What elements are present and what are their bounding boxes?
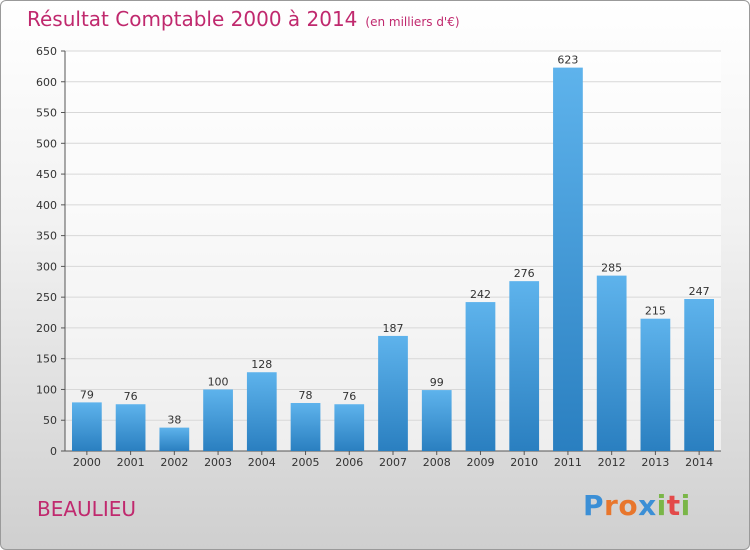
x-tick-label: 2004: [248, 456, 276, 469]
x-tick-label: 2001: [117, 456, 145, 469]
x-tick-label: 2008: [423, 456, 451, 469]
y-tick-label: 450: [36, 168, 57, 181]
y-tick-label: 100: [36, 383, 57, 396]
bar: [334, 404, 365, 451]
y-tick-label: 650: [36, 45, 57, 58]
y-tick-label: 150: [36, 353, 57, 366]
bar: [115, 404, 146, 451]
x-tick-label: 2006: [335, 456, 363, 469]
y-tick-label: 400: [36, 199, 57, 212]
data-label: 215: [645, 305, 666, 318]
logo-letter: P: [583, 489, 605, 522]
bar: [159, 427, 190, 451]
logo-letter: r: [604, 489, 619, 522]
x-tick-label: 2009: [466, 456, 494, 469]
bar: [596, 275, 627, 451]
bar: [421, 390, 452, 451]
data-label: 623: [557, 54, 578, 67]
logo-letter: i: [680, 489, 691, 522]
x-tick-label: 2014: [685, 456, 713, 469]
x-tick-label: 2011: [554, 456, 582, 469]
y-tick-label: 0: [50, 445, 57, 458]
bar: [684, 299, 715, 451]
bar: [465, 302, 496, 451]
y-tick-label: 300: [36, 260, 57, 273]
bar: [509, 281, 540, 451]
commune-name: BEAULIEU: [37, 497, 136, 521]
data-label: 99: [430, 376, 444, 389]
data-label: 276: [514, 267, 535, 280]
data-label: 242: [470, 288, 491, 301]
data-label: 76: [124, 390, 138, 403]
bar: [246, 372, 277, 451]
proxiti-logo: Proxiti: [583, 489, 691, 522]
data-label: 78: [299, 389, 313, 402]
x-tick-label: 2012: [598, 456, 626, 469]
logo-letter: o: [618, 489, 639, 522]
x-tick-label: 2010: [510, 456, 538, 469]
x-tick-label: 2002: [160, 456, 188, 469]
x-tick-label: 2007: [379, 456, 407, 469]
bar: [203, 389, 233, 451]
x-tick-label: 2005: [292, 456, 320, 469]
x-tick-label: 2003: [204, 456, 232, 469]
chart-title-text: Résultat Comptable 2000 à 2014: [27, 7, 358, 31]
data-label: 79: [80, 388, 94, 401]
x-tick-label: 2013: [641, 456, 669, 469]
y-tick-label: 550: [36, 107, 57, 120]
y-tick-label: 250: [36, 291, 57, 304]
logo-letter: i: [656, 489, 667, 522]
bar: [378, 335, 408, 451]
y-tick-label: 350: [36, 230, 57, 243]
data-label: 100: [208, 375, 229, 388]
bar: [553, 67, 583, 451]
logo-letter: t: [666, 489, 681, 522]
chart-subtitle: (en milliers d'€): [365, 15, 460, 29]
x-tick-label: 2000: [73, 456, 101, 469]
bar: [71, 402, 102, 451]
bar: [290, 403, 321, 451]
data-label: 187: [383, 322, 404, 335]
logo-letter: x: [638, 489, 657, 522]
chart-title: Résultat Comptable 2000 à 2014 (en millie…: [27, 7, 460, 31]
bar: [640, 318, 671, 451]
data-label: 285: [601, 262, 622, 275]
y-tick-label: 200: [36, 322, 57, 335]
y-tick-label: 500: [36, 137, 57, 150]
data-label: 247: [689, 285, 710, 298]
y-tick-label: 50: [43, 414, 57, 427]
y-tick-label: 600: [36, 76, 57, 89]
data-label: 76: [342, 390, 356, 403]
data-label: 128: [251, 358, 272, 371]
data-label: 38: [167, 414, 181, 427]
